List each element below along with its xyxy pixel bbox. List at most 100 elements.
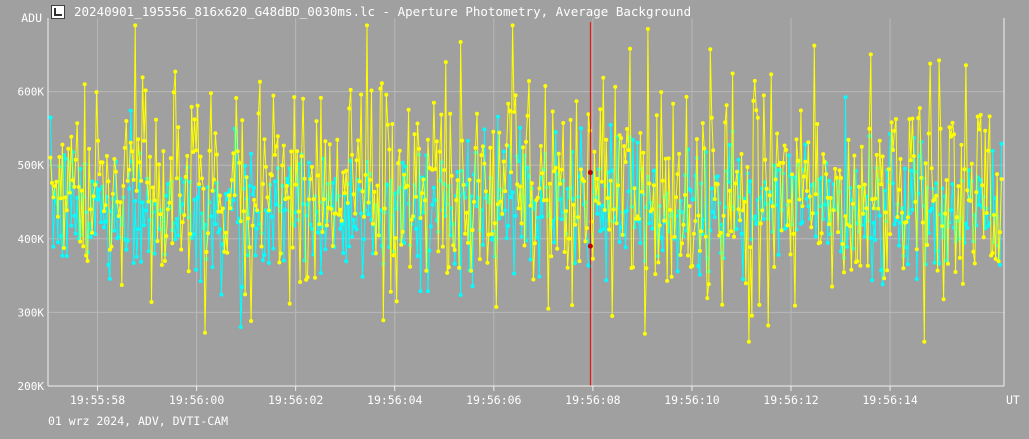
series-point <box>61 246 66 250</box>
series-point <box>473 145 478 150</box>
series-point <box>91 194 96 199</box>
series-point <box>185 153 190 158</box>
series-point <box>94 90 99 95</box>
series-point <box>822 160 827 164</box>
series-point <box>249 151 254 156</box>
series-point <box>384 92 389 97</box>
series-point <box>246 216 251 221</box>
series-point <box>749 313 754 318</box>
series-point <box>987 114 992 119</box>
series-point <box>778 160 783 165</box>
series-point <box>214 152 219 157</box>
series-point <box>867 126 872 131</box>
series-point <box>58 196 63 201</box>
series-point <box>321 197 326 202</box>
series-point <box>500 211 505 216</box>
series-point <box>932 260 937 265</box>
series-point <box>278 209 283 214</box>
series-point <box>543 84 548 88</box>
series-point <box>521 145 525 150</box>
series-point <box>217 227 222 232</box>
series-point <box>775 131 780 136</box>
series-point <box>335 137 340 142</box>
series-point <box>425 137 430 142</box>
series-point <box>226 193 231 198</box>
series-point <box>641 150 646 155</box>
series-point <box>82 82 87 87</box>
series-point <box>122 145 127 150</box>
series-point <box>58 233 63 238</box>
series-point <box>472 172 476 177</box>
series-point <box>807 194 812 199</box>
series-point <box>121 184 126 188</box>
series-point <box>271 93 276 98</box>
series-point <box>201 186 206 191</box>
series-point <box>164 193 169 198</box>
series-point <box>570 303 575 308</box>
series-point <box>506 223 511 228</box>
series-point <box>63 195 68 200</box>
series-point <box>522 243 527 248</box>
series-point <box>645 27 650 31</box>
series-point <box>571 196 576 201</box>
series-point <box>882 276 887 281</box>
series-point <box>650 207 655 212</box>
series-line <box>50 25 1002 342</box>
series-point <box>107 276 112 281</box>
series-point <box>317 222 322 227</box>
series-point <box>252 197 257 202</box>
series-point <box>274 202 279 207</box>
series-point <box>990 149 995 153</box>
series-point <box>133 199 138 204</box>
series-point <box>475 111 479 116</box>
series-point <box>892 222 897 227</box>
series-point <box>919 139 924 144</box>
series-point <box>638 131 643 135</box>
series-point <box>871 206 876 211</box>
series-point <box>892 128 897 133</box>
series-point <box>402 241 407 245</box>
series-point <box>919 175 924 180</box>
series-point <box>845 222 849 227</box>
series-point <box>437 149 442 154</box>
series-point <box>464 182 469 187</box>
series-point <box>812 43 817 48</box>
series-point <box>165 207 170 212</box>
series-point <box>347 106 352 111</box>
series-point <box>290 245 295 250</box>
series-point <box>359 211 364 216</box>
series-point <box>856 184 861 189</box>
series-point <box>76 185 81 189</box>
x-tick-label: 19:56:08 <box>565 393 620 407</box>
series-point <box>999 141 1004 146</box>
series-point <box>797 197 802 202</box>
series-point <box>503 208 508 213</box>
series-point <box>489 237 494 242</box>
series-point <box>73 231 78 236</box>
series-point <box>561 121 566 125</box>
series-point <box>272 179 277 184</box>
series-point <box>905 215 910 220</box>
series-point <box>356 138 361 143</box>
series-point <box>388 289 393 294</box>
series-point <box>998 262 1002 267</box>
series-point <box>528 257 533 262</box>
series-point <box>957 255 962 260</box>
x-tick-label: 19:56:14 <box>862 393 917 407</box>
series-point <box>843 95 848 100</box>
series-point <box>357 179 362 184</box>
series-point <box>436 249 441 254</box>
series-point <box>133 23 138 28</box>
series-point <box>134 188 139 193</box>
series-point <box>88 207 93 212</box>
series-point <box>197 182 202 187</box>
series-point <box>415 121 420 126</box>
series-point <box>280 163 285 168</box>
series-point <box>411 214 416 219</box>
series-point <box>908 158 913 163</box>
series-point <box>314 119 319 124</box>
series-point <box>568 185 573 190</box>
series-point <box>261 258 265 263</box>
